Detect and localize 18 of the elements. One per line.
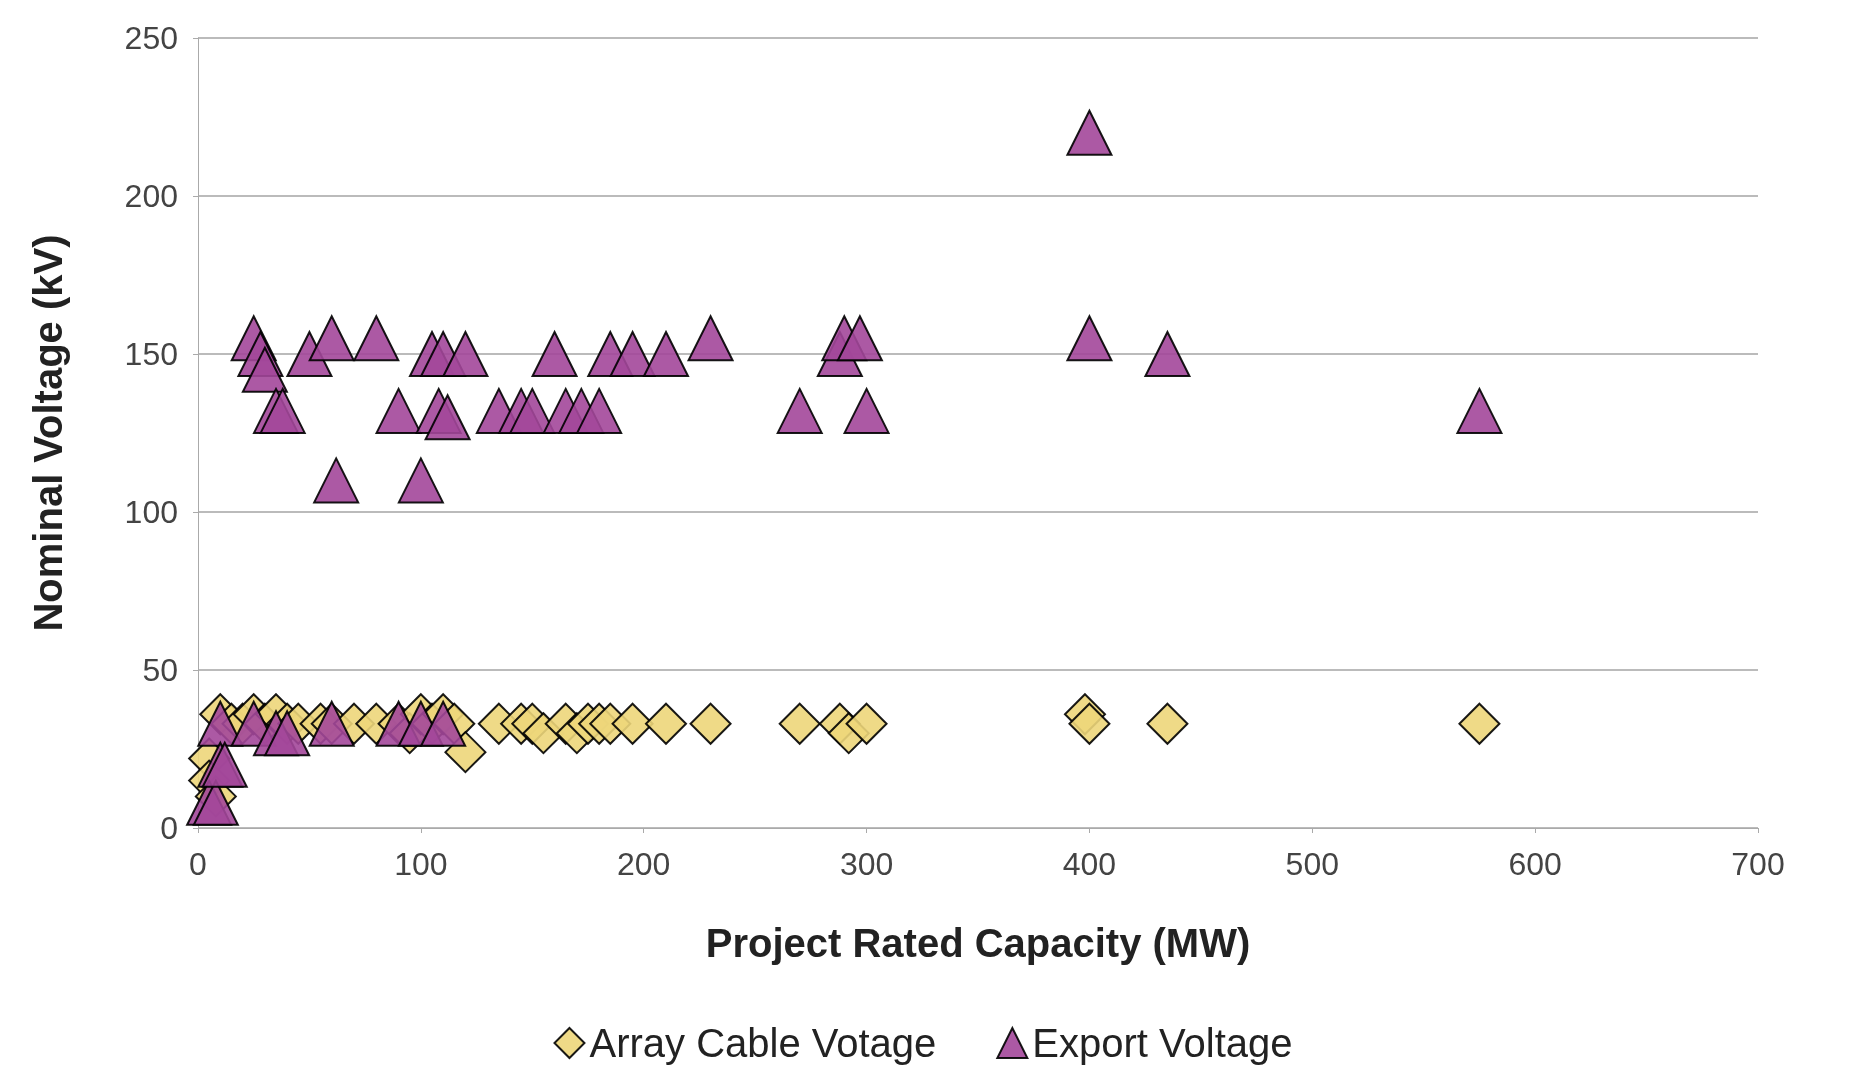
x-tick-label: 700 bbox=[1731, 846, 1785, 882]
y-tick-label: 100 bbox=[124, 494, 178, 530]
legend-label: Export Voltage bbox=[1032, 1021, 1293, 1065]
y-tick-label: 0 bbox=[160, 810, 178, 846]
x-tick-label: 100 bbox=[394, 846, 448, 882]
x-tick-label: 600 bbox=[1508, 846, 1562, 882]
legend-label: Array Cable Votage bbox=[589, 1021, 937, 1065]
y-tick-label: 250 bbox=[124, 20, 178, 56]
y-tick-label: 50 bbox=[142, 652, 178, 688]
x-tick-label: 0 bbox=[189, 846, 207, 882]
x-tick-label: 500 bbox=[1285, 846, 1339, 882]
y-axis-title: Nominal Voltage (kV) bbox=[26, 234, 70, 632]
y-tick-label: 150 bbox=[124, 336, 178, 372]
x-tick-label: 400 bbox=[1062, 846, 1117, 882]
x-axis-title: Project Rated Capacity (MW) bbox=[705, 921, 1251, 965]
x-tick-label: 300 bbox=[839, 846, 894, 882]
x-tick-label: 200 bbox=[617, 846, 671, 882]
y-tick-label: 200 bbox=[124, 178, 178, 214]
